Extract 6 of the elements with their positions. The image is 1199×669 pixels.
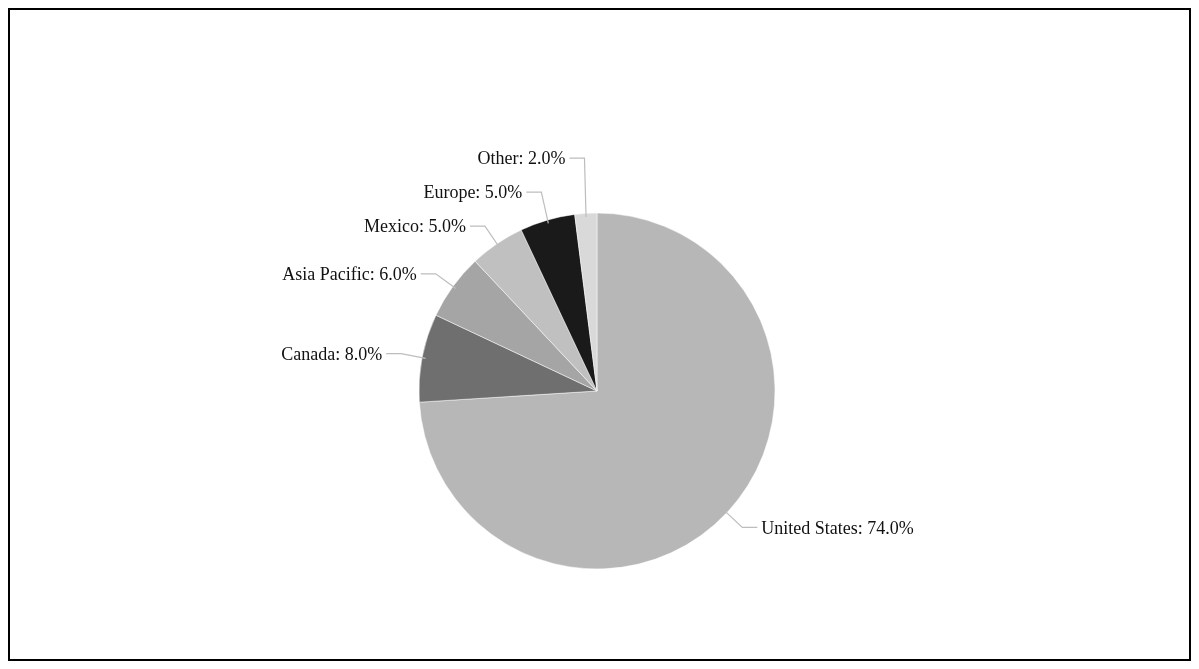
slice-label: Other: 2.0% xyxy=(477,148,566,169)
slice-label: Asia Pacific: 6.0% xyxy=(282,264,417,285)
slice-label: Canada: 8.0% xyxy=(281,343,383,364)
slice-label: Mexico: 5.0% xyxy=(363,216,466,237)
slice-label: Europe: 5.0% xyxy=(423,182,523,203)
slice-label: United States: 74.0% xyxy=(761,517,914,538)
